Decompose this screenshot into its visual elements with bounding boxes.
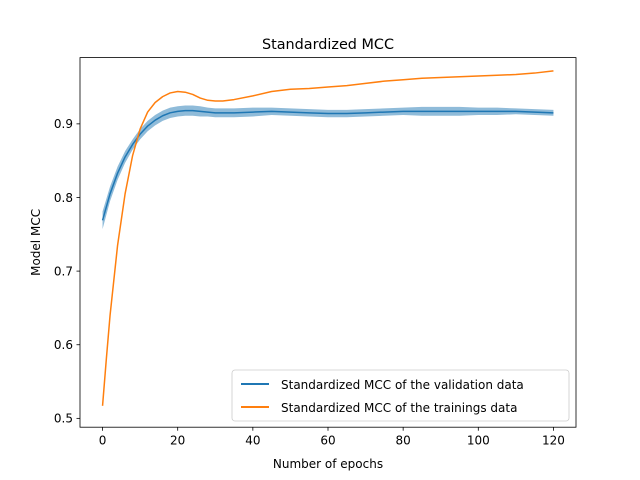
y-tick-label: 0.5 [54, 412, 73, 426]
training-line [101, 70, 554, 406]
legend: Standardized MCC of the validation data … [231, 369, 570, 422]
x-tick-label: 120 [542, 434, 565, 448]
y-tick-label: 0.9 [54, 117, 73, 131]
y-axis-label: Model MCC [29, 209, 43, 276]
chart-title: Standardized MCC [262, 37, 394, 53]
y-tick-label: 0.8 [54, 191, 73, 205]
plot-area [101, 70, 554, 406]
x-tick-label: 60 [320, 434, 335, 448]
x-tick-label: 0 [99, 434, 107, 448]
y-tick-label: 0.7 [54, 264, 73, 278]
x-tick-label: 80 [396, 434, 411, 448]
y-tick-label: 0.6 [54, 338, 73, 352]
x-tick-label: 20 [170, 434, 185, 448]
x-tick-label: 100 [467, 434, 490, 448]
x-ticks: 0 20 40 60 80 100 120 [99, 427, 565, 448]
legend-box [231, 369, 570, 422]
legend-label-validation: Standardized MCC of the validation data [281, 378, 524, 392]
validation-line [101, 109, 554, 221]
x-tick-label: 40 [245, 434, 260, 448]
legend-label-training: Standardized MCC of the trainings data [281, 401, 517, 415]
y-ticks: 0.5 0.6 0.7 0.8 0.9 [54, 117, 80, 426]
x-axis-label: Number of epochs [273, 457, 383, 471]
